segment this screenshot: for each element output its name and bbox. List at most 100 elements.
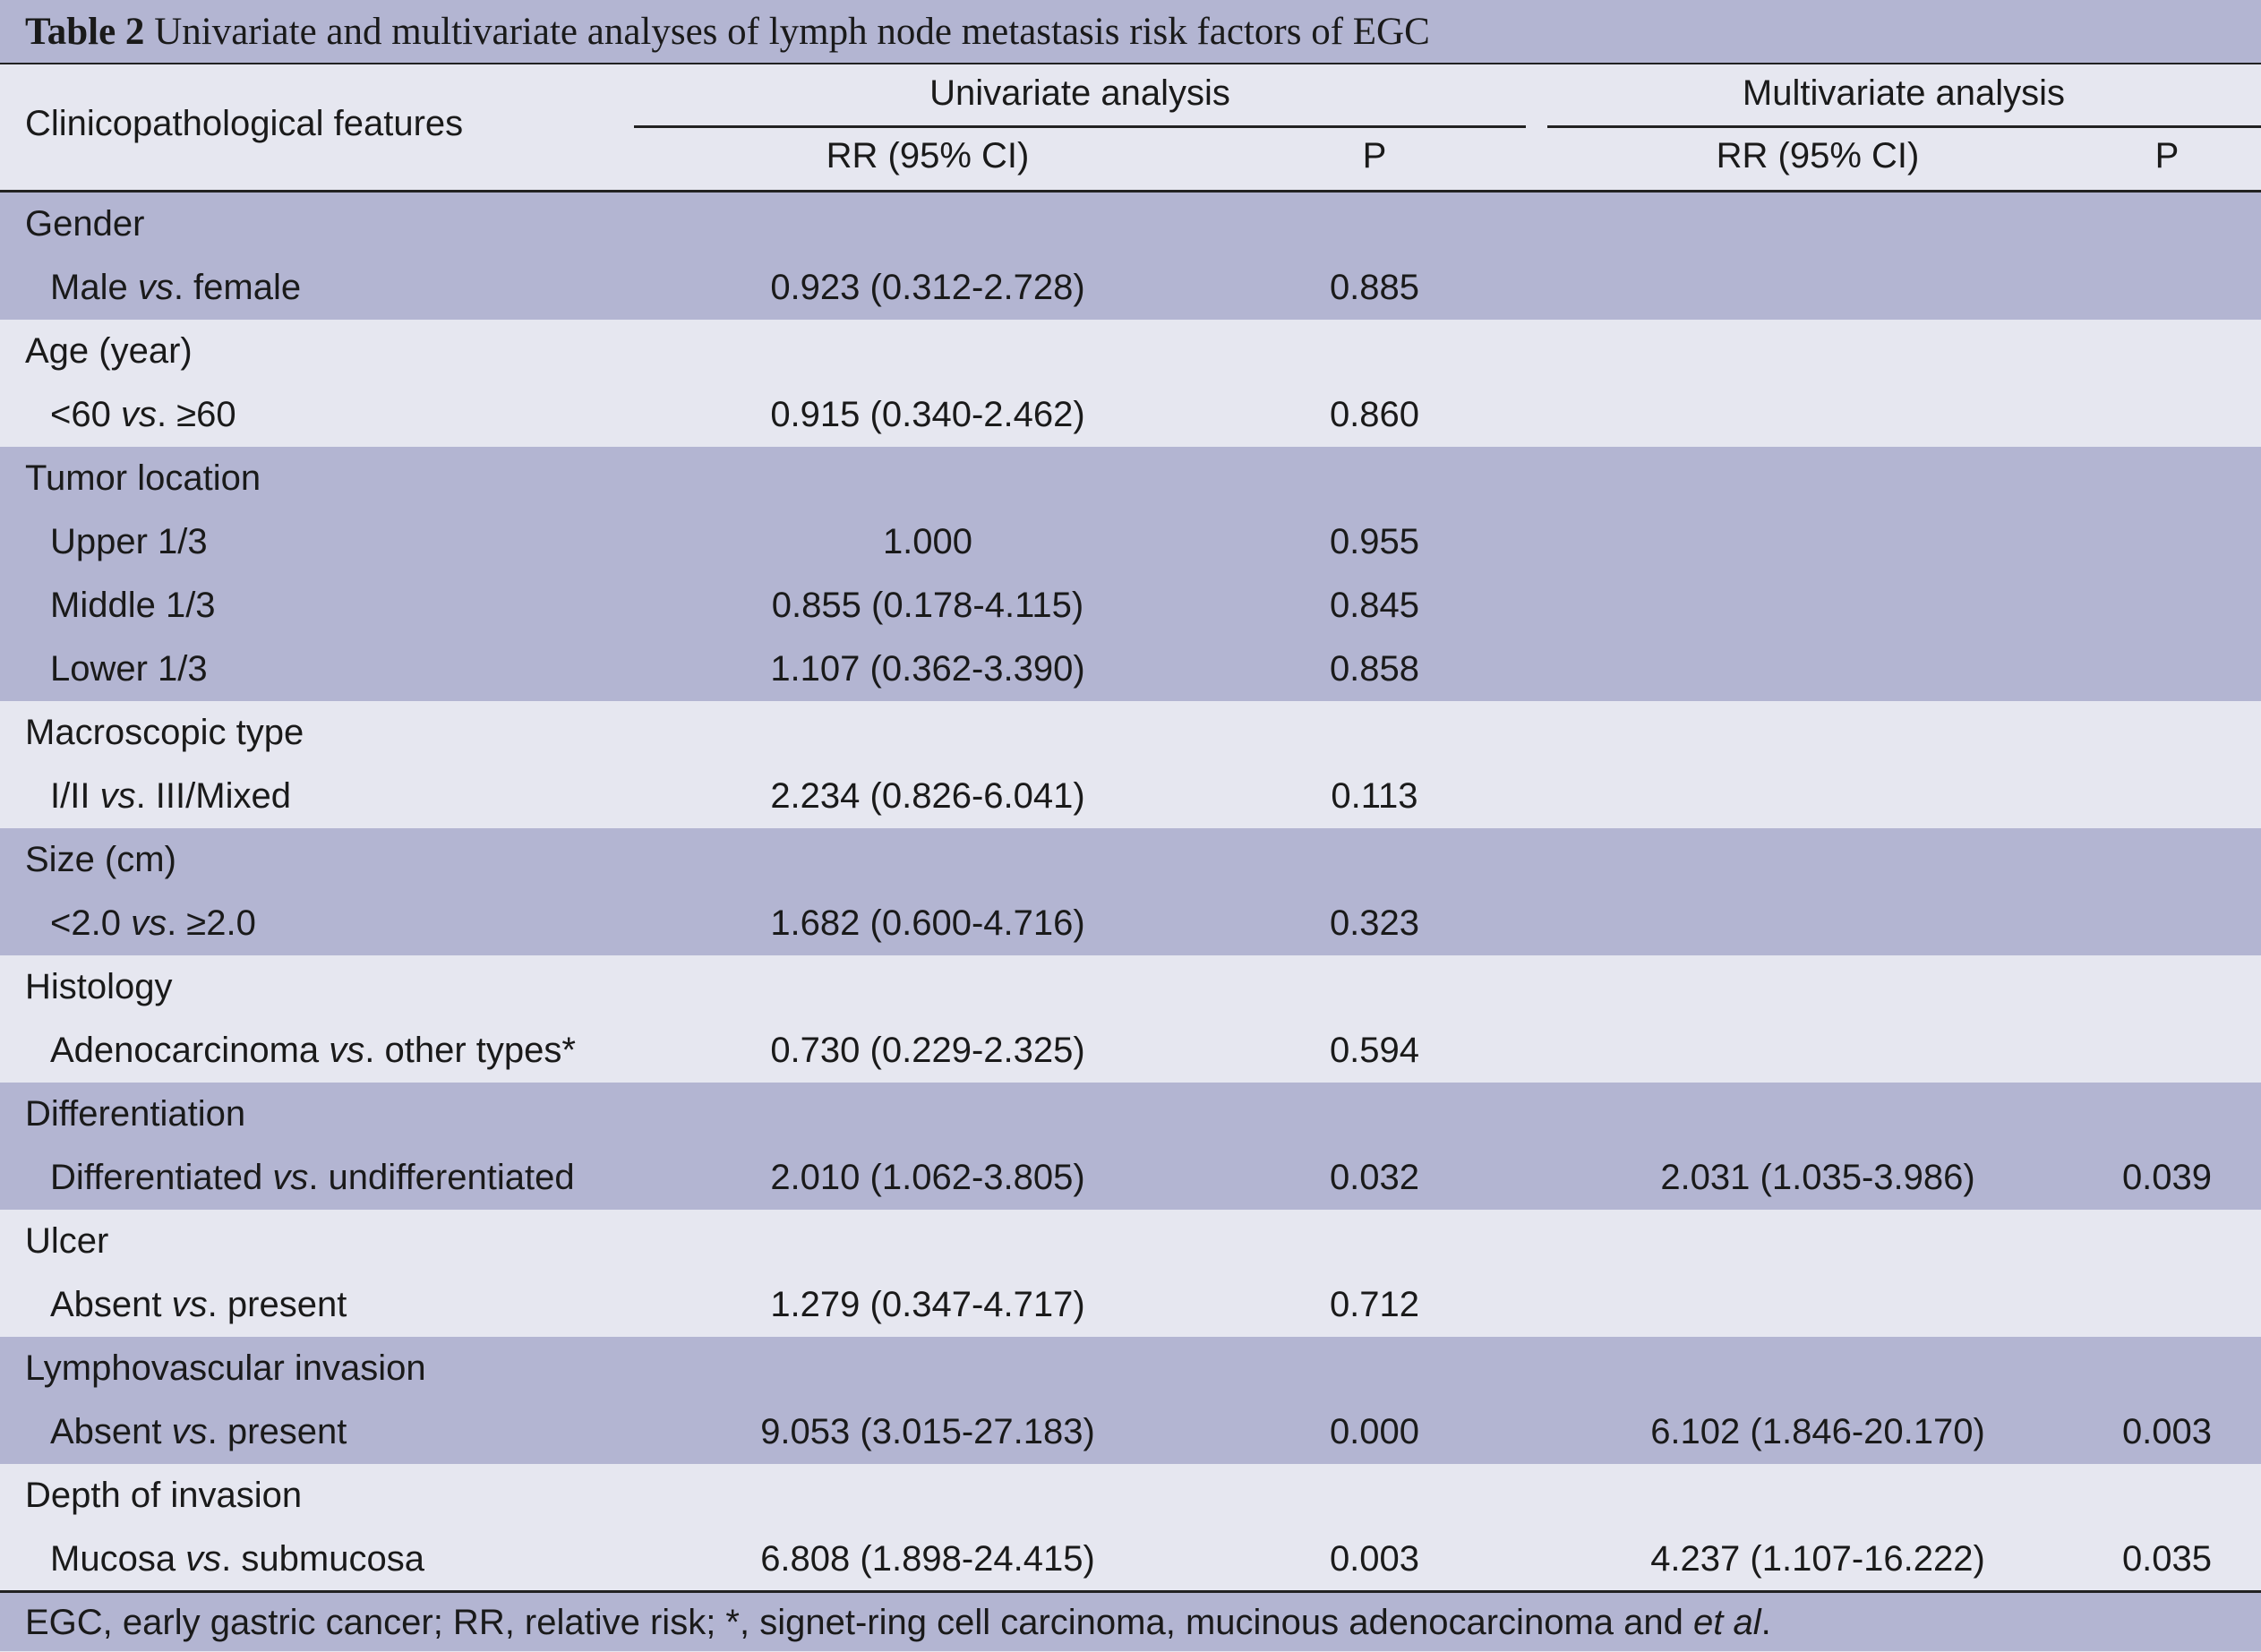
row-label: I/II vs. III/Mixed	[50, 765, 291, 828]
univariate-rr-cell: 9.053 (3.015-27.183)	[760, 1412, 1095, 1451]
header-uni-p: P	[1362, 136, 1387, 175]
row-label: Lower 1/3	[50, 638, 208, 701]
table-row: I/II vs. III/Mixed 2.234 (0.826-6.041) 0.1…	[0, 765, 2261, 828]
row-label-a: Middle 1/3	[50, 586, 216, 625]
row-label-vs: vs	[120, 395, 157, 434]
table-group: Lymphovascular invasion Absent vs. presen…	[0, 1337, 2261, 1464]
table-caption: Table 2 Univariate and multivariate anal…	[0, 0, 2261, 64]
row-label-b: . submucosa	[221, 1539, 424, 1579]
row-label-vs: vs	[131, 903, 167, 943]
row-label-a: <60	[50, 395, 121, 434]
table-header: Clinicopathological features Univariate …	[0, 66, 2261, 193]
group-title: Macroscopic type	[25, 713, 304, 752]
table-group: Histology Adenocarcinoma vs. other types*…	[0, 955, 2261, 1083]
group-title: Size (cm)	[25, 840, 176, 879]
row-label-a: Male	[50, 268, 138, 307]
header-uni-rr: RR (95% CI)	[826, 136, 1030, 175]
row-label-b: . ≥2.0	[167, 903, 256, 943]
table-row: Adenocarcinoma vs. other types* 0.730 (0.…	[0, 1019, 2261, 1083]
table-row: Mucosa vs. submucosa 6.808 (1.898-24.415)…	[0, 1528, 2261, 1591]
row-label: Differentiated vs. undifferentiated	[50, 1146, 575, 1210]
row-label-vs: vs	[171, 1285, 208, 1324]
row-label-vs: vs	[99, 776, 136, 816]
row-label-a: I/II	[50, 776, 100, 816]
univariate-p-cell: 0.860	[1329, 395, 1420, 434]
header-mul-rr: RR (95% CI)	[1716, 136, 1920, 175]
univariate-rr-cell: 0.855 (0.178-4.115)	[771, 586, 1084, 625]
univariate-p-cell: 0.113	[1331, 776, 1418, 816]
univariate-rr-cell: 0.730 (0.229-2.325)	[770, 1031, 1085, 1070]
group-title-row: Histology	[0, 955, 2261, 1019]
table-number: Table 2	[25, 11, 145, 53]
univariate-p-cell: 0.845	[1329, 586, 1420, 625]
row-label: Male vs. female	[50, 256, 301, 320]
group-title-row: Gender	[0, 193, 2261, 256]
table-group: Tumor location Upper 1/3 1.000 0.955 Middle …	[0, 447, 2261, 701]
table-group: Ulcer Absent vs. present 1.279 (0.347-4.71…	[0, 1210, 2261, 1337]
table-row: Lower 1/3 1.107 (0.362-3.390) 0.858	[0, 638, 2261, 701]
univariate-rr-cell: 1.000	[882, 522, 973, 561]
multivariate-rr-cell: 6.102 (1.846-20.170)	[1650, 1412, 1985, 1451]
group-title: Lymphovascular invasion	[25, 1348, 426, 1388]
multivariate-p-cell: 0.039	[2121, 1158, 2213, 1197]
univariate-p-cell: 0.032	[1329, 1158, 1420, 1197]
header-univariate: Univariate analysis	[929, 73, 1230, 113]
row-label-a: Lower 1/3	[50, 649, 208, 689]
univariate-rr-cell: 1.279 (0.347-4.717)	[770, 1285, 1085, 1324]
univariate-rr-cell: 0.915 (0.340-2.462)	[770, 395, 1085, 434]
group-title: Tumor location	[25, 458, 261, 498]
univariate-rr-cell: 6.808 (1.898-24.415)	[760, 1539, 1095, 1579]
row-label-b: . present	[207, 1412, 347, 1451]
group-title-row: Tumor location	[0, 447, 2261, 510]
univariate-rr-cell: 1.107 (0.362-3.390)	[770, 649, 1085, 689]
row-label-vs: vs	[185, 1539, 222, 1579]
header-mul-p: P	[2154, 136, 2180, 175]
row-label-b: . III/Mixed	[135, 776, 291, 816]
univariate-p-cell: 0.000	[1329, 1412, 1420, 1451]
row-label-b: . other types*	[364, 1031, 576, 1070]
group-title: Depth of invasion	[25, 1476, 303, 1515]
group-title: Ulcer	[25, 1221, 109, 1261]
univariate-rr-cell: 2.010 (1.062-3.805)	[770, 1158, 1085, 1197]
header-multivariate: Multivariate analysis	[1742, 73, 2066, 113]
row-label-a: <2.0	[50, 903, 132, 943]
univariate-p-cell: 0.955	[1329, 522, 1420, 561]
row-label: Adenocarcinoma vs. other types*	[50, 1019, 576, 1083]
row-label-b: . present	[207, 1285, 347, 1324]
group-title: Histology	[25, 967, 173, 1006]
group-title: Age (year)	[25, 331, 193, 371]
row-label: Absent vs. present	[50, 1400, 347, 1464]
group-title-row: Size (cm)	[0, 828, 2261, 892]
row-label-a: Mucosa	[50, 1539, 186, 1579]
univariate-p-cell: 0.858	[1329, 649, 1420, 689]
row-label-a: Absent	[50, 1412, 172, 1451]
group-title-row: Lymphovascular invasion	[0, 1337, 2261, 1400]
multivariate-p-cell: 0.003	[2121, 1412, 2213, 1451]
group-title-row: Differentiation	[0, 1083, 2261, 1146]
row-label-vs: vs	[137, 268, 174, 307]
univariate-rr-cell: 1.682 (0.600-4.716)	[770, 903, 1085, 943]
table-row: <60 vs. ≥60 0.915 (0.340-2.462) 0.860	[0, 383, 2261, 447]
row-label-a: Upper 1/3	[50, 522, 208, 561]
univariate-p-cell: 0.003	[1329, 1539, 1420, 1579]
footnote-end: .	[1760, 1603, 1771, 1642]
table-group: Depth of invasion Mucosa vs. submucosa 6.8…	[0, 1464, 2261, 1591]
row-label-b: . female	[173, 268, 302, 307]
table-group: Differentiation Differentiated vs. undiff…	[0, 1083, 2261, 1210]
table-group: Size (cm) <2.0 vs. ≥2.0 1.682 (0.600-4.716…	[0, 828, 2261, 955]
row-label-vs: vs	[272, 1158, 309, 1197]
table-row: <2.0 vs. ≥2.0 1.682 (0.600-4.716) 0.323	[0, 892, 2261, 955]
row-label-vs: vs	[171, 1412, 208, 1451]
row-label: <60 vs. ≥60	[50, 383, 236, 447]
univariate-rr-cell: 0.923 (0.312-2.728)	[770, 268, 1085, 307]
table-group: Gender Male vs. female 0.923 (0.312-2.728)…	[0, 193, 2261, 320]
row-label: Middle 1/3	[50, 574, 216, 638]
multivariate-p-cell: 0.035	[2121, 1539, 2213, 1579]
row-label-vs: vs	[329, 1031, 365, 1070]
table-row: Differentiated vs. undifferentiated 2.010…	[0, 1146, 2261, 1210]
header-features: Clinicopathological features	[25, 104, 464, 143]
univariate-p-cell: 0.594	[1329, 1031, 1420, 1070]
table-row: Male vs. female 0.923 (0.312-2.728) 0.885	[0, 256, 2261, 320]
univariate-rule	[634, 125, 1526, 128]
